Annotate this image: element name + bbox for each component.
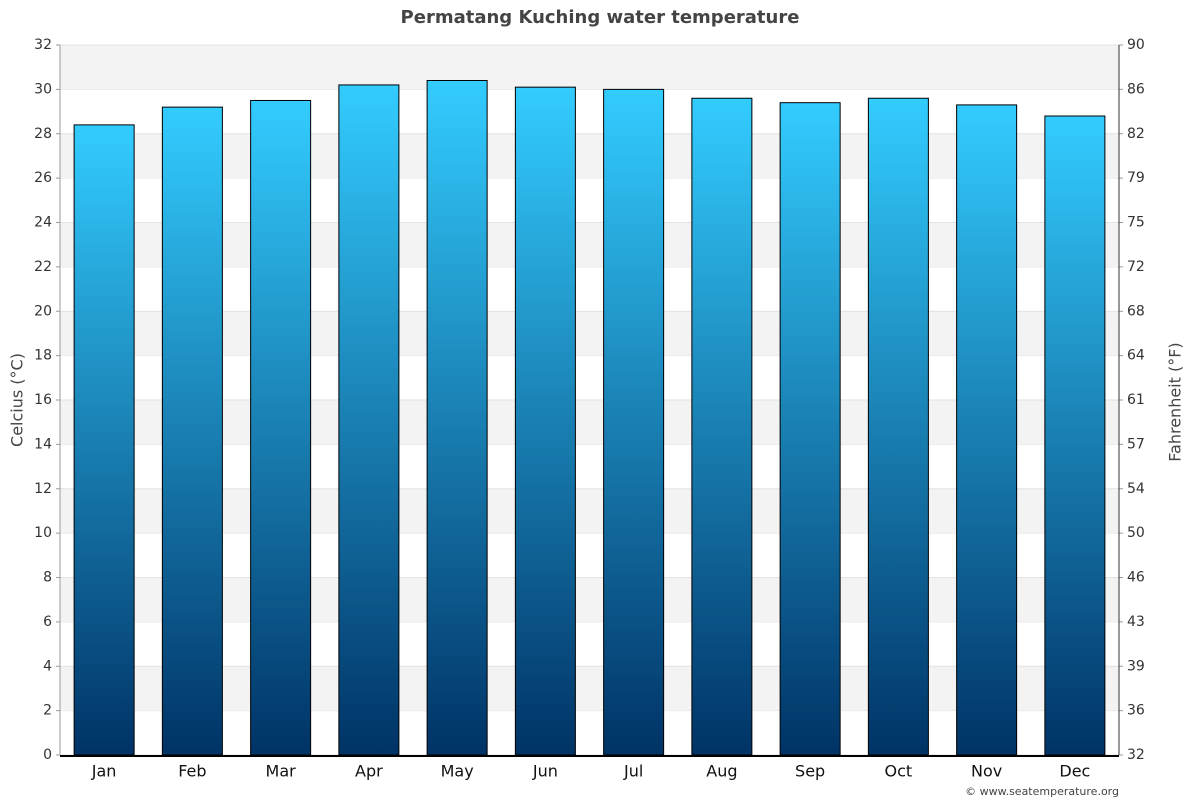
y2-tick-label: 43	[1127, 614, 1145, 630]
y2-tick-label: 82	[1127, 126, 1145, 142]
x-tick-label: Jun	[532, 762, 558, 781]
y2-tick-label: 57	[1127, 436, 1145, 452]
y2-tick-label: 39	[1127, 658, 1145, 674]
bar	[1044, 115, 1106, 756]
y2-tick-label: 72	[1127, 259, 1145, 275]
y-tick-label: 28	[34, 126, 52, 142]
y-tick-label: 24	[34, 215, 52, 231]
y-tick-label: 18	[34, 348, 52, 364]
x-tick-label: Mar	[266, 762, 297, 781]
y2-tick-label: 61	[1127, 392, 1145, 408]
bar	[603, 88, 665, 756]
bar	[426, 80, 488, 756]
y-tick-label: 22	[34, 259, 52, 275]
y2-tick-label: 64	[1127, 348, 1145, 364]
x-tick-label: Oct	[885, 762, 913, 781]
y-tick-label: 32	[34, 37, 52, 53]
grid-band	[60, 400, 1119, 445]
grid-band	[60, 311, 1119, 356]
x-tick-label: Jan	[91, 762, 117, 781]
grid-band	[60, 577, 1119, 622]
x-tick-label: Feb	[178, 762, 206, 781]
x-tick-label: Jul	[623, 762, 643, 781]
chart-title: Permatang Kuching water temperature	[401, 7, 800, 28]
y2-tick-label: 86	[1127, 81, 1145, 97]
grid-band	[60, 666, 1119, 711]
y2-tick-label: 32	[1127, 747, 1145, 763]
bar	[73, 124, 135, 756]
bar	[161, 106, 223, 756]
y-axis-title: Celcius (°C)	[8, 353, 27, 447]
y-tick-label: 4	[43, 658, 52, 674]
y2-tick-label: 54	[1127, 481, 1145, 497]
bar	[691, 97, 753, 756]
grid-band	[60, 222, 1119, 267]
y2-tick-label: 75	[1127, 215, 1145, 231]
bar	[956, 104, 1018, 756]
y-tick-label: 30	[34, 81, 52, 97]
grid-band	[60, 45, 1119, 90]
y-tick-label: 0	[43, 747, 52, 763]
x-tick-label: May	[441, 762, 474, 781]
y-tick-label: 2	[43, 703, 52, 719]
grid-band	[60, 133, 1119, 179]
y2-tick-label: 79	[1127, 170, 1145, 186]
y2-tick-label: 36	[1127, 703, 1145, 719]
y-tick-label: 16	[34, 392, 52, 408]
bar	[338, 84, 400, 756]
x-tick-label: Sep	[795, 762, 825, 781]
y-tick-label: 12	[34, 481, 52, 497]
y2-tick-label: 90	[1127, 37, 1145, 53]
x-tick-label: Apr	[355, 762, 383, 781]
grid-band	[60, 488, 1119, 534]
y-tick-label: 6	[43, 614, 52, 630]
bar	[779, 102, 841, 756]
credit: © www.seatemperature.org	[965, 785, 1119, 798]
y-tick-label: 20	[34, 303, 52, 319]
y2-axis-title: Fahrenheit (°F)	[1166, 342, 1185, 461]
x-tick-label: Nov	[971, 762, 1002, 781]
bar	[514, 86, 576, 756]
bar	[250, 99, 312, 756]
bar	[867, 97, 929, 756]
x-tick-label: Dec	[1059, 762, 1090, 781]
y-tick-label: 8	[43, 570, 52, 586]
y-tick-label: 10	[34, 525, 52, 541]
y2-tick-label: 68	[1127, 303, 1145, 319]
y-tick-label: 26	[34, 170, 52, 186]
y2-tick-label: 46	[1127, 570, 1145, 586]
y2-tick-label: 50	[1127, 525, 1145, 541]
x-tick-label: Aug	[706, 762, 737, 781]
y-tick-label: 14	[34, 436, 52, 452]
